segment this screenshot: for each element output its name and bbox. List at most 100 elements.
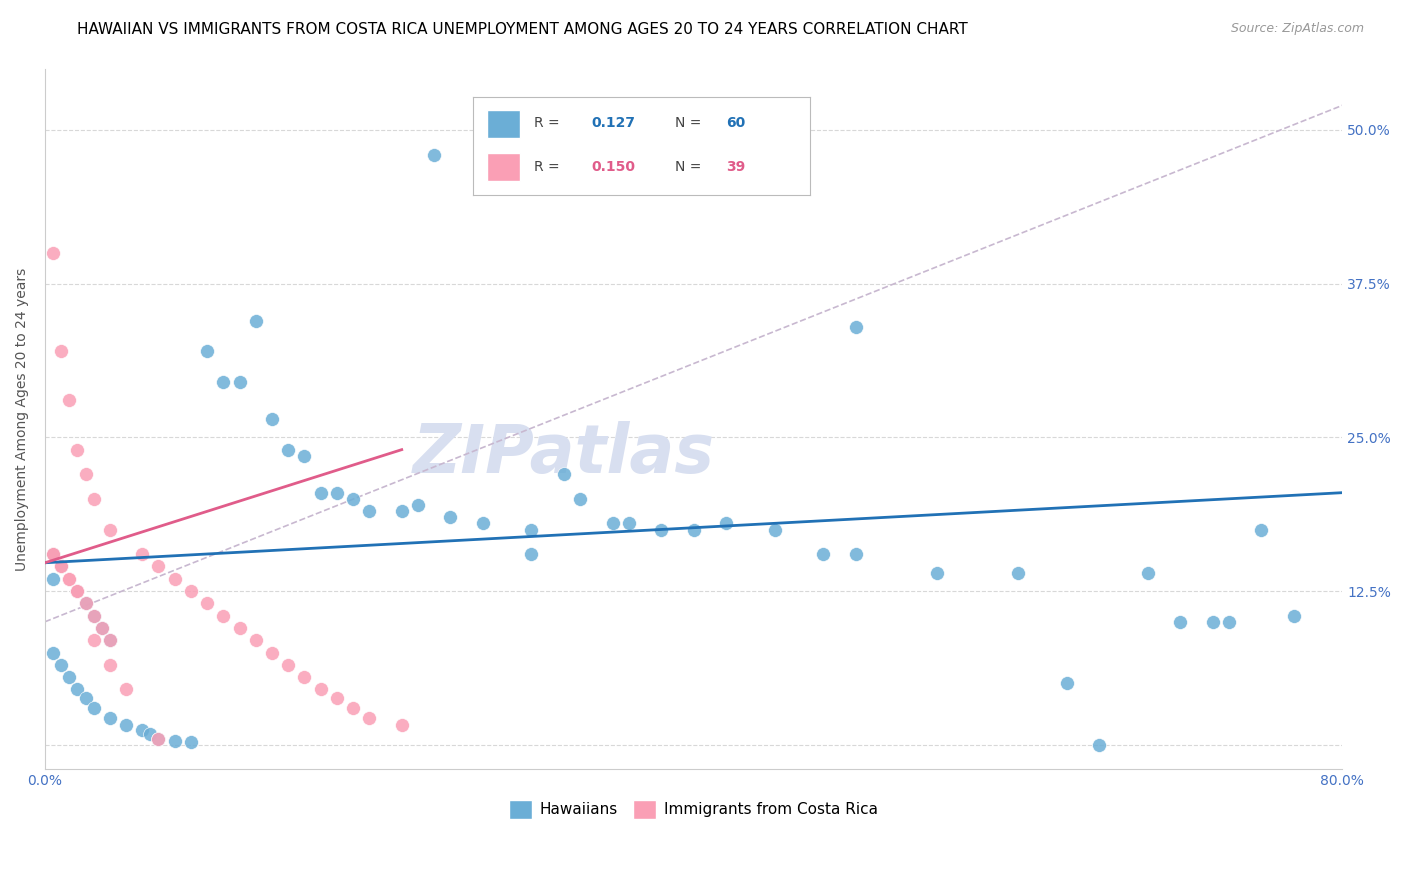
Point: [75, 691, 97, 706]
Point: [115, 718, 138, 732]
Point: [195, 596, 218, 610]
Point: [148, 731, 170, 746]
Point: [1201, 615, 1223, 629]
Point: [1088, 738, 1111, 752]
Text: Source: ZipAtlas.com: Source: ZipAtlas.com: [1230, 22, 1364, 36]
Point: [83, 608, 105, 623]
Point: [520, 523, 543, 537]
Point: [66, 682, 89, 697]
Point: [98, 523, 121, 537]
Point: [139, 726, 162, 740]
Point: [245, 633, 267, 648]
Point: [277, 657, 299, 672]
Point: [180, 584, 202, 599]
Y-axis label: Unemployment Among Ages 20 to 24 years: Unemployment Among Ages 20 to 24 years: [15, 268, 30, 571]
Point: [66, 584, 89, 599]
Point: [1007, 566, 1029, 580]
Point: [212, 375, 235, 389]
Text: HAWAIIAN VS IMMIGRANTS FROM COSTA RICA UNEMPLOYMENT AMONG AGES 20 TO 24 YEARS CO: HAWAIIAN VS IMMIGRANTS FROM COSTA RICA U…: [77, 22, 969, 37]
Point: [260, 412, 283, 426]
Point: [439, 510, 461, 524]
Point: [51, 344, 73, 359]
Point: [66, 442, 89, 457]
Point: [294, 449, 316, 463]
Point: [66, 584, 89, 599]
Point: [813, 547, 835, 561]
Point: [359, 711, 381, 725]
Point: [260, 646, 283, 660]
Point: [51, 559, 73, 574]
Point: [277, 442, 299, 457]
Point: [180, 735, 202, 749]
Point: [845, 319, 868, 334]
Point: [342, 491, 364, 506]
Point: [342, 701, 364, 715]
Point: [520, 547, 543, 561]
Point: [75, 467, 97, 482]
Point: [553, 467, 575, 482]
Point: [602, 516, 624, 531]
Point: [163, 572, 186, 586]
Point: [682, 523, 704, 537]
Point: [51, 559, 73, 574]
Point: [245, 313, 267, 327]
Point: [58, 572, 80, 586]
Point: [326, 691, 349, 706]
Point: [42, 547, 65, 561]
Point: [83, 633, 105, 648]
Point: [58, 670, 80, 684]
Point: [471, 516, 494, 531]
Point: [391, 718, 413, 732]
Point: [309, 682, 332, 697]
Point: [58, 572, 80, 586]
Point: [51, 657, 73, 672]
Point: [83, 701, 105, 715]
Point: [83, 608, 105, 623]
Point: [131, 723, 153, 737]
Point: [1168, 615, 1191, 629]
Point: [51, 559, 73, 574]
Point: [163, 734, 186, 748]
Point: [1218, 615, 1240, 629]
Point: [148, 559, 170, 574]
Point: [115, 682, 138, 697]
Point: [83, 491, 105, 506]
Point: [569, 491, 592, 506]
Point: [90, 621, 112, 635]
Point: [650, 523, 672, 537]
Point: [131, 547, 153, 561]
Point: [763, 523, 786, 537]
Point: [42, 572, 65, 586]
Point: [212, 608, 235, 623]
Point: [228, 621, 250, 635]
Point: [98, 633, 121, 648]
Point: [75, 596, 97, 610]
Point: [148, 731, 170, 746]
Point: [1056, 676, 1078, 690]
Point: [845, 547, 868, 561]
Point: [42, 547, 65, 561]
Point: [406, 498, 429, 512]
Point: [359, 504, 381, 518]
Point: [309, 485, 332, 500]
Point: [326, 485, 349, 500]
Point: [617, 516, 640, 531]
Point: [98, 633, 121, 648]
Point: [42, 547, 65, 561]
Legend: Hawaiians, Immigrants from Costa Rica: Hawaiians, Immigrants from Costa Rica: [503, 794, 884, 825]
Point: [714, 516, 737, 531]
Point: [195, 344, 218, 359]
Point: [98, 657, 121, 672]
Point: [75, 596, 97, 610]
Point: [228, 375, 250, 389]
Point: [294, 670, 316, 684]
Point: [58, 393, 80, 408]
Point: [98, 711, 121, 725]
Point: [1250, 523, 1272, 537]
Point: [391, 504, 413, 518]
Point: [925, 566, 948, 580]
Point: [66, 584, 89, 599]
Point: [1136, 566, 1159, 580]
Point: [423, 147, 446, 161]
Text: ZIPatlas: ZIPatlas: [413, 421, 714, 487]
